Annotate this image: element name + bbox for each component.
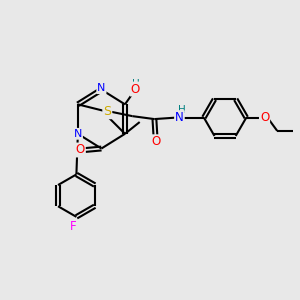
Text: O: O <box>76 143 85 157</box>
Text: N: N <box>74 129 82 139</box>
Text: O: O <box>260 111 269 124</box>
Text: F: F <box>70 220 76 233</box>
Text: H: H <box>132 79 140 89</box>
Text: S: S <box>103 105 111 118</box>
Text: N: N <box>97 83 106 93</box>
Text: O: O <box>131 82 140 95</box>
Text: O: O <box>151 135 160 148</box>
Text: N: N <box>175 111 184 124</box>
Text: H: H <box>178 105 186 115</box>
